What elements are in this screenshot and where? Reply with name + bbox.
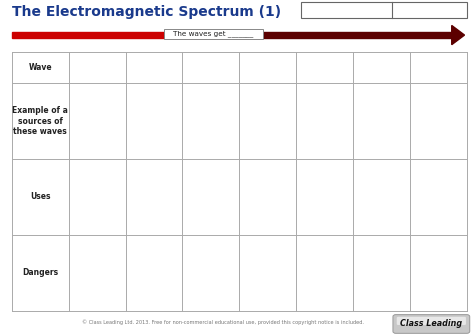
- Text: The waves get _______: The waves get _______: [173, 31, 254, 37]
- Text: Wave: Wave: [28, 63, 52, 72]
- Text: Dangers: Dangers: [22, 268, 58, 277]
- FancyBboxPatch shape: [397, 317, 466, 325]
- Text: Name:: Name:: [305, 4, 330, 13]
- Bar: [12, 32, 218, 38]
- Text: Uses: Uses: [30, 192, 51, 201]
- Text: © Class Leading Ltd. 2013. Free for non-commercial educational use, provided thi: © Class Leading Ltd. 2013. Free for non-…: [82, 320, 364, 325]
- FancyBboxPatch shape: [164, 29, 263, 39]
- Text: Class Leading: Class Leading: [400, 320, 463, 328]
- Polygon shape: [452, 25, 465, 45]
- Text: The Electromagnetic Spectrum (1): The Electromagnetic Spectrum (1): [12, 5, 281, 19]
- FancyBboxPatch shape: [301, 2, 467, 18]
- Text: Example of a
sources of
these waves: Example of a sources of these waves: [12, 106, 68, 136]
- FancyBboxPatch shape: [393, 315, 470, 333]
- Bar: [218, 32, 452, 38]
- Text: Class:: Class:: [396, 4, 419, 13]
